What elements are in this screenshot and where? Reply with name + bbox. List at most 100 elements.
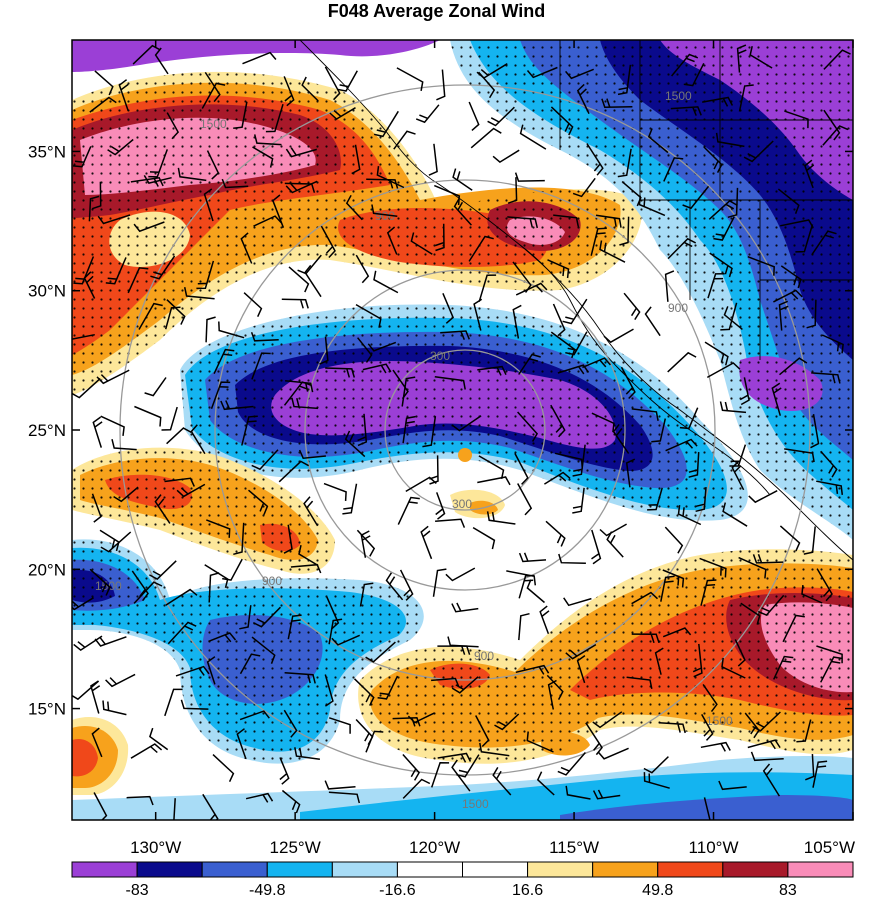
wind-barb [546, 674, 564, 700]
wind-barb [167, 621, 197, 645]
positive-wind-jet-north [72, 71, 642, 396]
colorbar-swatch [331, 861, 398, 878]
wind-barb [206, 150, 220, 180]
wind-barb [451, 676, 479, 694]
wind-barb [713, 216, 735, 241]
wind-barb [731, 460, 745, 491]
wind-barb [590, 227, 607, 256]
wind-barb [434, 375, 466, 390]
wind-barb [506, 570, 537, 586]
negative-wind-region-southwest [72, 539, 424, 764]
ring-label-900-right: 900 [668, 301, 688, 315]
wind-barb [206, 519, 231, 538]
wind-barb [407, 712, 435, 724]
wind-barb [294, 747, 320, 760]
wind-barb [357, 413, 368, 447]
wind-barb [664, 270, 675, 302]
wind-barb [803, 526, 816, 555]
wind-barb [410, 232, 433, 255]
wind-barb [547, 679, 557, 710]
wind-barb [283, 524, 293, 554]
wind-barb [518, 574, 535, 599]
wind-barb [757, 594, 785, 617]
wind-barb [526, 579, 545, 604]
wind-barb [218, 321, 245, 339]
colorbar-swatch [396, 861, 463, 878]
wind-barb [161, 406, 178, 431]
wind-barb [351, 144, 361, 175]
wind-barb [376, 166, 405, 189]
wind-barb [721, 657, 746, 679]
wind-barb [250, 332, 279, 342]
wind-barb [328, 717, 351, 734]
wind-barb [281, 298, 309, 309]
wind-barb [204, 71, 221, 103]
wind-barb [165, 588, 198, 606]
wind-barb [242, 51, 277, 65]
colorbar-swatch [787, 861, 854, 878]
wind-barb [470, 127, 502, 149]
wind-barb [126, 795, 154, 806]
wind-barb [360, 530, 371, 558]
wind-barb [682, 185, 710, 210]
wind-barb [222, 558, 243, 581]
wind-barb [233, 101, 248, 130]
wind-barb [279, 757, 290, 785]
wind-barb [213, 348, 235, 375]
wind-barb [272, 194, 285, 228]
wind-barb [100, 415, 125, 436]
wind-barb [475, 715, 490, 748]
wind-barb [736, 44, 747, 73]
wind-barb [722, 502, 748, 527]
wind-barb [283, 76, 295, 107]
wind-barb [233, 522, 245, 556]
wind-barb [118, 79, 129, 112]
wind-barb [436, 69, 446, 101]
wind-barb [625, 458, 636, 488]
wind-barb [779, 357, 808, 376]
wind-barb [453, 198, 472, 226]
wind-barb [154, 494, 171, 524]
wind-barb [105, 257, 127, 285]
wind-barb [647, 128, 669, 154]
wind-barb [553, 214, 580, 227]
wind-barb [595, 214, 622, 228]
wind-barb [72, 597, 94, 611]
lat-tick-label: 15°N [28, 700, 66, 719]
wind-barb [284, 672, 316, 684]
wind-barb [631, 633, 660, 644]
wind-barb [468, 101, 480, 131]
wind-barb [477, 365, 507, 376]
lat-tick-label: 30°N [28, 282, 66, 301]
wind-barb [563, 597, 592, 607]
plot-area: 300 300 900 900 900 900 1500 1500 1500 1… [72, 40, 853, 820]
wind-barb [601, 98, 633, 108]
wind-barb [301, 76, 319, 102]
wind-barb [287, 614, 302, 640]
wind-barb [557, 752, 586, 776]
ring-label-300-bottom: 300 [452, 497, 472, 511]
wind-barb [431, 677, 460, 688]
wind-barb [692, 643, 703, 678]
wind-barb [402, 778, 431, 799]
wind-barb [606, 531, 624, 558]
wind-barb [651, 418, 667, 443]
wind-barb [337, 70, 358, 92]
wind-barb [371, 204, 398, 218]
wind-barb [415, 104, 440, 124]
wind-barb [526, 66, 558, 79]
wind-barb [473, 298, 483, 331]
wind-barb [283, 381, 312, 406]
wind-barb [749, 46, 773, 69]
wind-barb [396, 67, 424, 92]
wind-barb [565, 68, 594, 80]
wind-barb [773, 655, 794, 680]
wind-barb [445, 567, 476, 582]
wind-barb [801, 585, 823, 604]
wind-barb [718, 780, 747, 791]
wind-barb [507, 177, 518, 204]
wind-barb [94, 70, 114, 96]
wind-barb [518, 552, 547, 563]
wind-barb [83, 271, 96, 299]
wind-barb [113, 486, 139, 503]
